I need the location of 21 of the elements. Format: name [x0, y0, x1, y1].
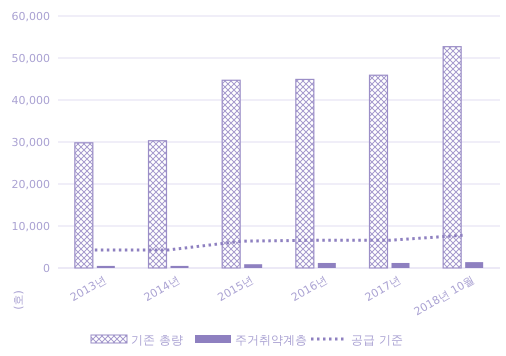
bar: [368, 74, 388, 269]
bar: [222, 80, 241, 269]
y-tick-label: 50,000: [12, 52, 50, 65]
bar: [148, 140, 168, 269]
y-tick-label: 10,000: [12, 220, 50, 233]
y-tick-label: 60,000: [12, 10, 50, 23]
y-tick-label: 30,000: [12, 136, 50, 149]
bar: [74, 142, 94, 269]
bar: [295, 78, 314, 269]
bar: [244, 264, 262, 268]
legend-label: 기존 총량: [131, 333, 183, 347]
legend-label: 공급 기준: [351, 333, 403, 347]
y-tick-label: 20,000: [12, 178, 50, 191]
bar: [442, 46, 462, 269]
y-tick-label: 0: [43, 262, 50, 275]
bar: [465, 262, 484, 268]
legend-label: 주거취약계층: [235, 333, 307, 347]
y-tick-label: 40,000: [12, 94, 50, 107]
bar: [318, 262, 336, 268]
bar: [392, 262, 410, 268]
y-axis-title: (호): [12, 290, 25, 310]
